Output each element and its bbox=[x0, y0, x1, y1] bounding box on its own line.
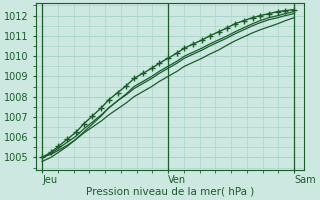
X-axis label: Pression niveau de la mer( hPa ): Pression niveau de la mer( hPa ) bbox=[86, 187, 254, 197]
